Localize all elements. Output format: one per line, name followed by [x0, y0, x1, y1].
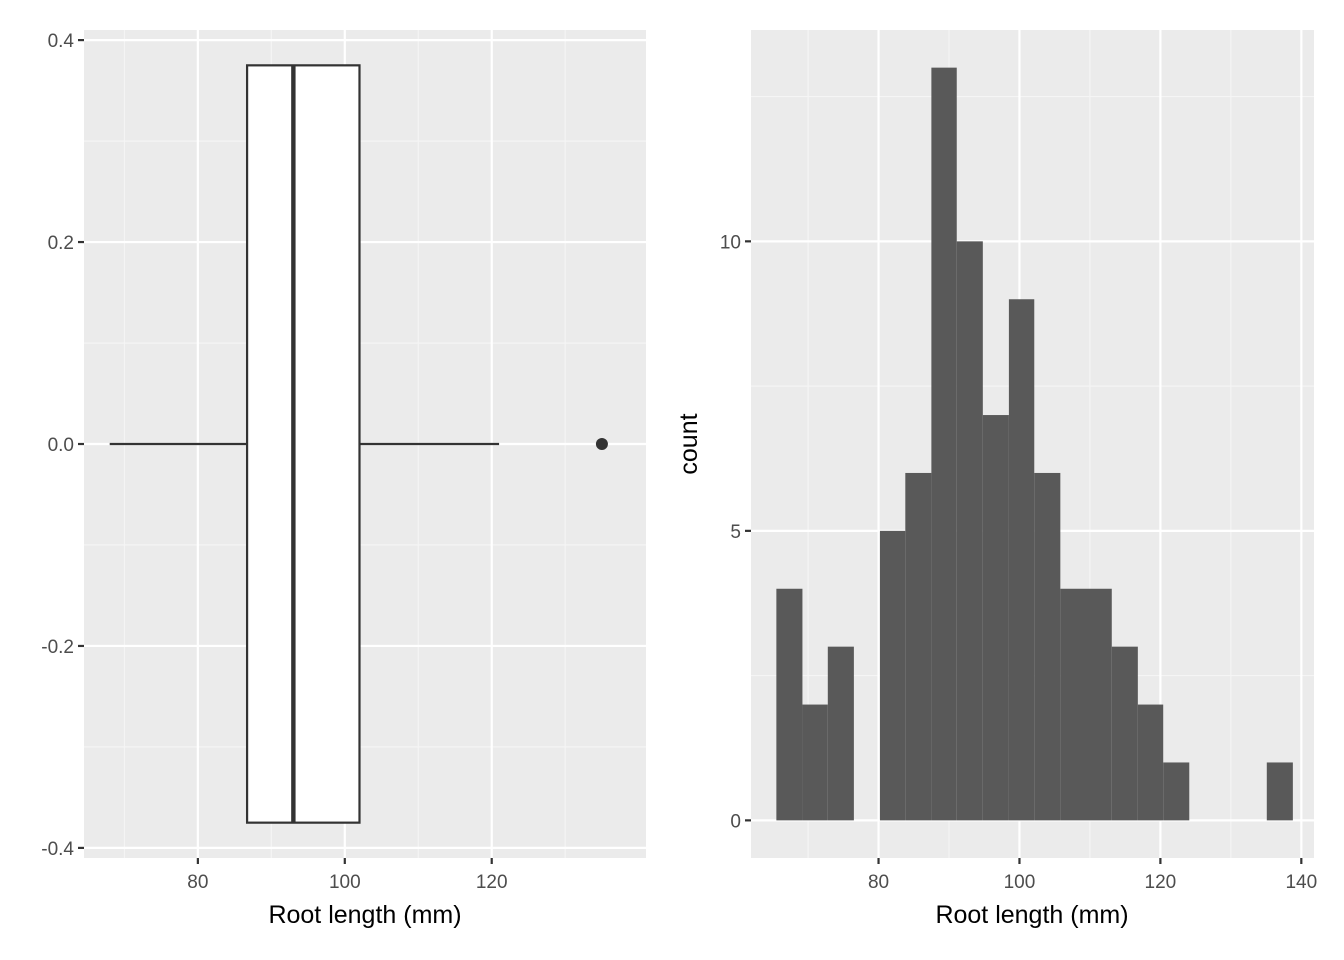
- histogram-bar: [879, 530, 906, 821]
- boxplot-y-tick-label: 0.2: [48, 233, 74, 254]
- boxplot-x-tick-label: 120: [476, 872, 508, 893]
- histogram-x-tick-label: 80: [868, 872, 889, 893]
- boxplot-y-tick-label: 0.4: [48, 31, 75, 52]
- histogram-bar: [776, 588, 803, 821]
- histogram-y-tick-label: 10: [720, 232, 741, 253]
- histogram-x-axis-title: Root length (mm): [935, 901, 1128, 929]
- histogram-bar: [1163, 762, 1190, 821]
- boxplot-y-tick-label: -0.4: [41, 839, 74, 860]
- histogram-x-tick-label: 120: [1145, 872, 1177, 893]
- boxplot-y-tick-label: 0.0: [48, 435, 74, 456]
- histogram-bar: [1008, 299, 1035, 821]
- histogram-bar: [905, 472, 932, 821]
- boxplot-y-tick-label: -0.2: [41, 637, 74, 658]
- histogram-x-tick-label: 100: [1004, 872, 1036, 893]
- histogram-bar: [827, 646, 854, 821]
- boxplot-x-axis-title: Root length (mm): [268, 901, 461, 929]
- boxplot-box: [245, 64, 361, 824]
- boxplot-panel: 80 100 120 0.4 0.2 0.0 -0.2 -0.4: [41, 30, 646, 893]
- histogram-x-tick-label: 140: [1285, 872, 1317, 893]
- histogram-bar: [1137, 704, 1164, 821]
- histogram-bar: [1266, 762, 1293, 821]
- histogram-bar: [1060, 588, 1112, 821]
- boxplot-outlier-point: [595, 438, 608, 450]
- boxplot-x-tick-label: 100: [329, 872, 361, 893]
- histogram-bar: [1034, 472, 1061, 821]
- histogram-y-tick-label: 0: [730, 811, 741, 832]
- histogram-y-axis-title: count: [675, 413, 703, 474]
- histogram-bar: [982, 415, 1009, 821]
- histogram-bar: [956, 241, 983, 821]
- histogram-bar: [1111, 646, 1138, 821]
- histogram-bar: [802, 704, 828, 821]
- histogram-bar: [931, 67, 957, 821]
- histogram-y-tick-label: 5: [730, 522, 741, 543]
- boxplot-x-tick-label: 80: [187, 872, 208, 893]
- histogram-panel: 80 100 120 140 0 5 10: [720, 30, 1317, 893]
